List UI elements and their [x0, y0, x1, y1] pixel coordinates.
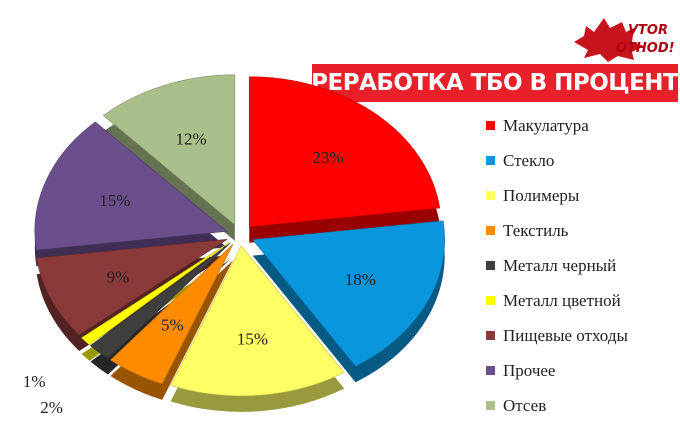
slice-4-label: 2% — [40, 398, 63, 417]
pie-labels: 23% 18% 15% 5% 2% 1% 9% 15% 12% — [23, 129, 376, 417]
legend-swatch-1 — [486, 156, 495, 165]
legend-item-0: Макулатура — [486, 108, 676, 143]
chart-title: ПЕРЕРАБОТКА ТБО В ПРОЦЕНТАХ — [312, 64, 678, 102]
slice-7 — [34, 121, 228, 251]
legend-label-4: Металл черный — [503, 255, 617, 275]
slice-0 — [248, 76, 441, 228]
legend-label-1: Стекло — [503, 150, 555, 170]
slice-6-label: 9% — [107, 267, 130, 286]
legend-item-5: Металл цветной — [486, 283, 676, 318]
slice-5-label: 1% — [23, 372, 46, 391]
legend-swatch-8 — [486, 401, 495, 410]
legend-swatch-3 — [486, 226, 495, 235]
slice-3-label: 5% — [161, 315, 184, 334]
slice-1-label: 18% — [345, 270, 376, 289]
legend-swatch-2 — [486, 191, 495, 200]
logo-line2: OTHOD! — [616, 41, 674, 56]
legend-item-2: Полимеры — [486, 178, 676, 213]
slice-2 — [170, 245, 345, 397]
legend-item-8: Отсев — [486, 388, 676, 423]
legend-swatch-6 — [486, 331, 495, 340]
legend-item-1: Стекло — [486, 143, 676, 178]
slice-2-label: 15% — [237, 329, 268, 348]
slice-0-label: 23% — [312, 148, 343, 167]
slice-7-label: 15% — [99, 191, 130, 210]
pie-slices — [34, 74, 445, 412]
vtor-othod-logo: VTOR OTHOD! — [574, 18, 674, 62]
legend-label-3: Текстиль — [503, 220, 569, 240]
legend-label-2: Полимеры — [503, 185, 580, 205]
slice-8-label: 12% — [175, 129, 206, 148]
legend-item-6: Пищевые отходы — [486, 318, 676, 353]
legend-label-5: Металл цветной — [503, 290, 621, 310]
legend-label-7: Прочее — [503, 360, 556, 380]
slice-4 — [89, 242, 231, 359]
slice-8 — [102, 74, 236, 226]
slice-6 — [36, 239, 228, 336]
legend-label-6: Пищевые отходы — [503, 325, 628, 345]
chart-legend: Макулатура Стекло Полимеры Текстиль Металл ч… — [486, 108, 676, 423]
legend-item-4: Металл черный — [486, 248, 676, 283]
logo-line1: VTOR — [628, 23, 668, 38]
logo-splash-shape — [574, 18, 644, 62]
slice-1 — [252, 220, 445, 367]
legend-swatch-5 — [486, 296, 495, 305]
legend-swatch-4 — [486, 261, 495, 270]
slice-5 — [81, 241, 230, 346]
legend-item-7: Прочее — [486, 353, 676, 388]
legend-label-0: Макулатура — [503, 115, 589, 135]
legend-swatch-7 — [486, 366, 495, 375]
legend-label-8: Отсев — [503, 395, 547, 415]
legend-item-3: Текстиль — [486, 213, 676, 248]
chart-title-text: ПЕРЕРАБОТКА ТБО В ПРОЦЕНТАХ — [312, 70, 678, 96]
slice-3 — [110, 244, 234, 385]
legend-swatch-0 — [486, 121, 495, 130]
